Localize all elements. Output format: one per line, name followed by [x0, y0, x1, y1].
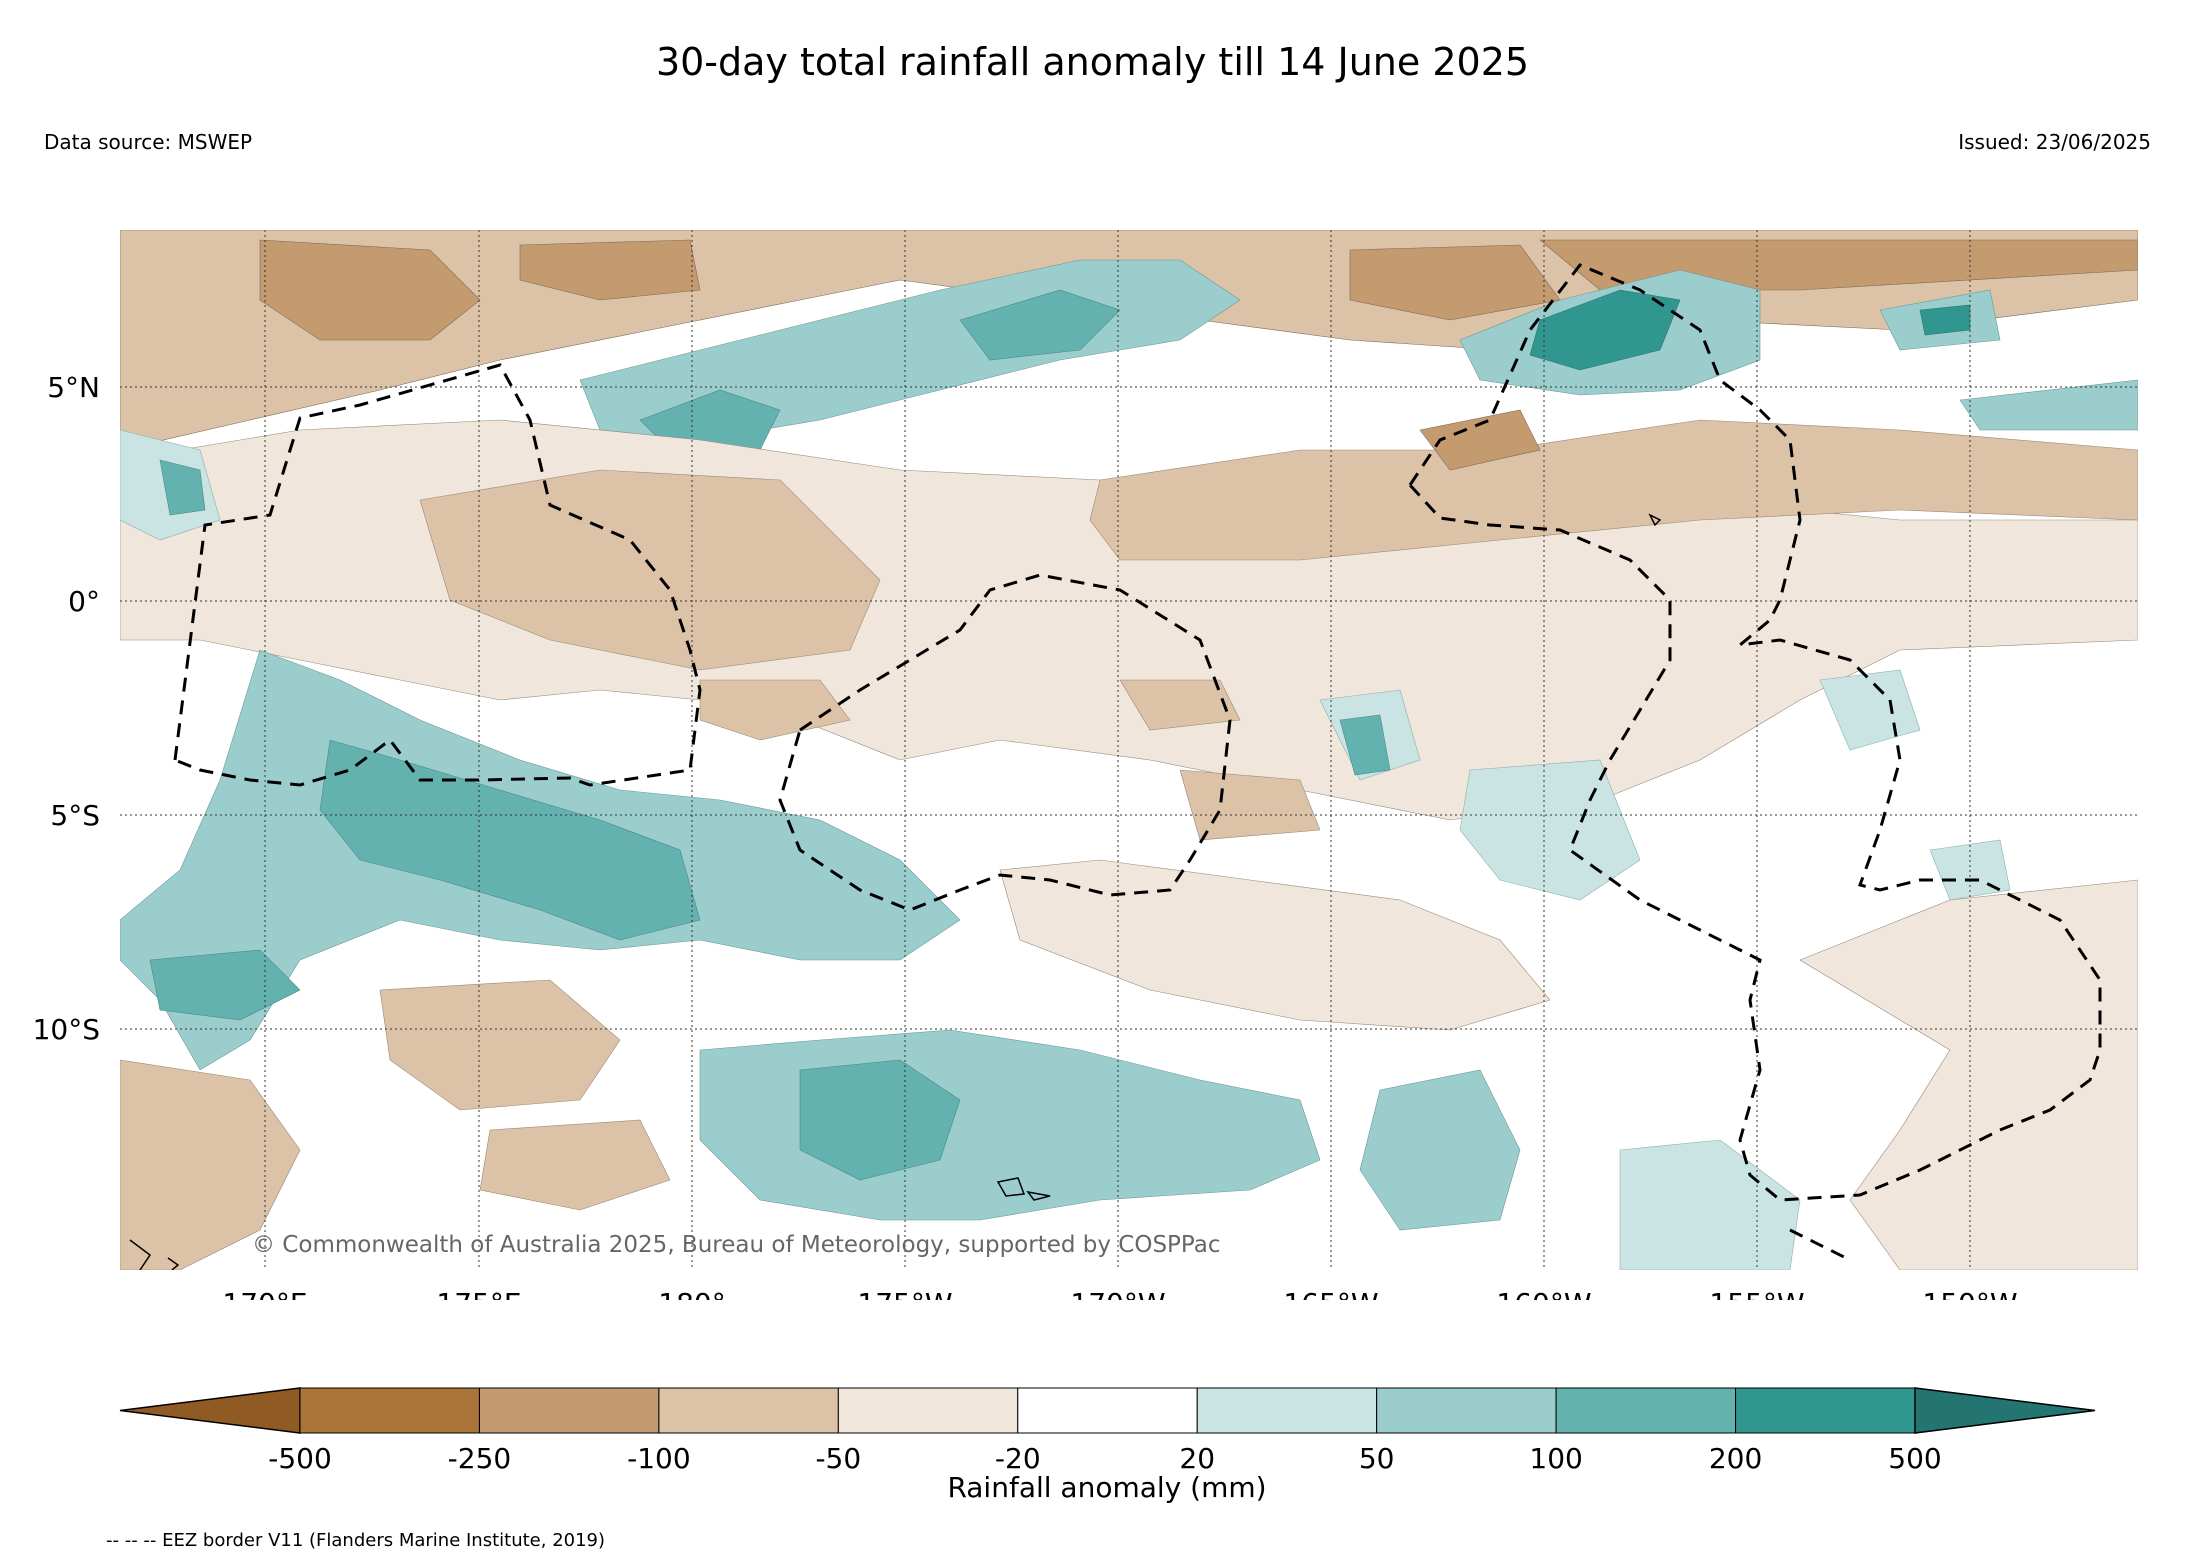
latitude-labels: 5°N 0° 5°S 10°S — [33, 371, 100, 1046]
lon-label: 175°W — [857, 1287, 952, 1300]
colorbar-segment — [478, 1387, 660, 1434]
very-dry-region-north — [259, 239, 2138, 341]
colorbar: -500 -250 -100 -50 -20 20 50 100 200 500 Rainfall… — [119, 1387, 2096, 1504]
lat-label: 10°S — [33, 1013, 100, 1046]
lon-label: 170°E — [222, 1287, 307, 1300]
colorbar-segment — [837, 1387, 1019, 1434]
colorbar-segment — [1017, 1387, 1198, 1434]
eez-legend-note: -- -- -- EEZ border V11 (Flanders Marine… — [106, 1530, 606, 1551]
lat-label: 5°S — [50, 799, 100, 832]
wet-region-east — [120, 429, 2011, 1270]
longitude-labels: 170°E 175°E 180° 175°W 170°W 165°W 160°W… — [222, 1287, 2017, 1300]
graticule — [120, 230, 2138, 1270]
lon-label: 175°E — [436, 1287, 521, 1300]
colorbar-tick-labels: -500 -250 -100 -50 -20 20 50 100 200 500 — [268, 1442, 1942, 1475]
colorbar-tick-label: 100 — [1529, 1442, 1582, 1475]
strong-dry-central — [1419, 409, 1541, 471]
colorbar-segment — [1555, 1387, 1737, 1434]
colorbar-tick-label: 200 — [1709, 1442, 1762, 1475]
issued-date-label: Issued: 23/06/2025 — [1958, 130, 2151, 154]
island-outlines — [129, 513, 1662, 1270]
colorbar-segment — [658, 1387, 839, 1434]
map-field: © Commonwealth of Australia 2025, Bureau… — [120, 230, 2138, 1270]
dry-region-sw — [120, 979, 671, 1270]
lon-label: 180° — [658, 1287, 725, 1300]
colorbar-tick-label: 20 — [1179, 1442, 1215, 1475]
wet-core-south — [799, 1059, 961, 1181]
colorbar-segment — [1735, 1387, 1916, 1434]
colorbar-extend-low — [119, 1387, 301, 1434]
lon-label: 165°W — [1283, 1287, 1378, 1300]
wet-core-central — [149, 739, 701, 1021]
colorbar-tick-label: -50 — [815, 1442, 861, 1475]
colorbar-tick-label: -20 — [995, 1442, 1041, 1475]
copyright-text: © Commonwealth of Australia 2025, Bureau… — [252, 1232, 1221, 1258]
data-source-label: Data source: MSWEP — [44, 130, 253, 154]
colorbar-extend-high — [1914, 1387, 2096, 1434]
lat-label: 0° — [68, 585, 100, 618]
lon-label: 160°W — [1496, 1287, 1591, 1300]
colorbar-tick-label: 50 — [1359, 1442, 1395, 1475]
colorbar-tick-label: -500 — [268, 1442, 332, 1475]
lat-label: 5°N — [47, 371, 100, 404]
eez-borders — [173, 263, 2102, 1262]
map-title: 30-day total rainfall anomaly till 14 Ju… — [655, 40, 1530, 84]
colorbar-tick-label: -100 — [627, 1442, 691, 1475]
colorbar-tick-label: -250 — [448, 1442, 512, 1475]
moderate-dry-central — [419, 419, 2138, 841]
rainfall-anomaly-map: © Commonwealth of Australia 2025, Bureau… — [33, 230, 2138, 1300]
colorbar-segments — [119, 1387, 2096, 1434]
lon-label: 155°W — [1709, 1287, 1804, 1300]
wet-core-east — [159, 459, 1391, 776]
colorbar-label: Rainfall anomaly (mm) — [947, 1471, 1266, 1504]
lon-label: 170°W — [1070, 1287, 1165, 1300]
colorbar-segment — [1376, 1387, 1557, 1434]
colorbar-tick-label: 500 — [1888, 1442, 1941, 1475]
colorbar-segment — [299, 1387, 480, 1434]
colorbar-segment — [1196, 1387, 1378, 1434]
dry-region-south — [999, 859, 2138, 1270]
lon-label: 150°W — [1922, 1287, 2017, 1300]
